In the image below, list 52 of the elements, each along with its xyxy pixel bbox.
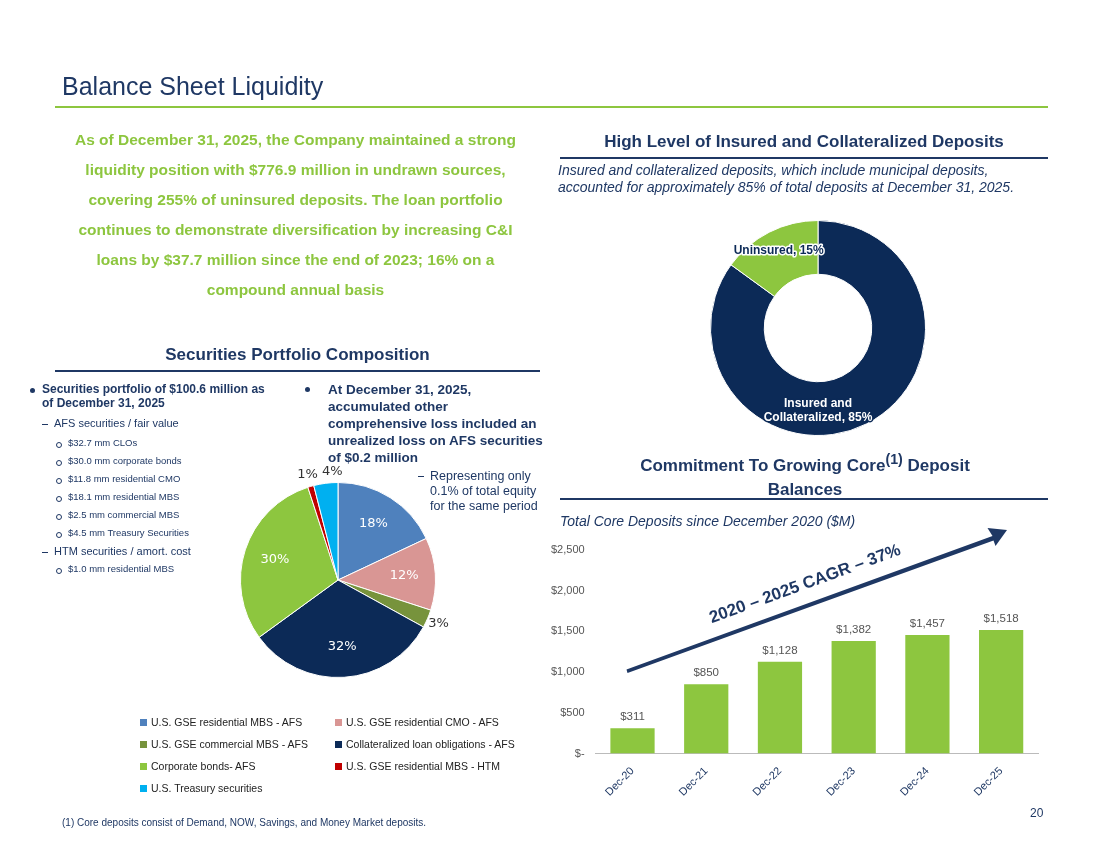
text: AFS securities / fair value: [54, 417, 180, 429]
legend-label: U.S. GSE commercial MBS - AFS: [151, 738, 308, 750]
y-tick-label: $-: [574, 746, 585, 759]
data-label: 30%: [260, 550, 290, 566]
bar: [610, 728, 655, 754]
bar: [905, 634, 950, 754]
bar: [979, 629, 1024, 754]
text: (1) Core deposits consist of Demand, NOW, Savings, and Money Market deposits.: [62, 817, 427, 828]
text: $1.0 mm residential MBS: [68, 563, 175, 574]
legend-label: Collateralized loan obligations - AFS: [346, 738, 515, 750]
data-label: 18%: [359, 515, 388, 531]
chart-subtitle: Total Core Deposits since December 2020 ($M): [560, 513, 856, 529]
data-label: $311: [620, 710, 645, 723]
text: 20: [1030, 806, 1044, 820]
y-tick-label: $2,500: [550, 543, 585, 556]
data-label: 3%: [428, 614, 449, 630]
data-label: $850: [693, 666, 720, 679]
data-label: 12%: [389, 567, 419, 583]
text: $11.8 mm residential CMO: [68, 473, 182, 484]
bar: [831, 641, 876, 754]
bar: [684, 684, 729, 754]
y-tick-label: $2,000: [550, 583, 585, 596]
data-label: $1,382: [836, 623, 872, 636]
legend-label: Corporate bonds- AFS: [151, 760, 256, 772]
legend-label: U.S. GSE residential MBS - HTM: [346, 760, 501, 772]
chart-title: Securities Portfolio Composition: [164, 345, 431, 365]
legend-label: U.S. GSE residential MBS - AFS: [151, 716, 303, 728]
text: $4.5 mm Treasury Securities: [68, 527, 190, 538]
legend-label: U.S. GSE residential CMO - AFS: [346, 716, 499, 728]
text: HTM securities / amort. cost: [54, 545, 191, 557]
text: As of December 31, 2025, the Company maintained a strong liquidity position with $776.9 million in undrawn sources, covering 255% of uninsured deposits. The loan portfolio continues to demonstrate diversification by increasing C&I loans by $37.7 million since the end of 2023; 16% on a compound annual basis: [74, 130, 517, 300]
y-tick-label: $1,500: [550, 624, 585, 637]
data-label: 32%: [327, 637, 357, 653]
y-tick-label: $1,000: [550, 665, 585, 678]
data-label: $1,128: [762, 643, 798, 656]
text: $32.7 mm CLOs: [68, 437, 139, 448]
text: $18.1 mm residential MBS: [68, 491, 181, 502]
chart-title: Commitment To Growing Core$^{(1)}$ Deposit Balances: [640, 451, 970, 499]
slice-label: Insured and Collateralized, 85%: [763, 395, 873, 424]
text: Balance Sheet Liquidity: [62, 72, 324, 101]
text: Securities portfolio of $100.6 million as of December 31, 2025: [42, 382, 266, 410]
bar: [757, 661, 803, 754]
data-label: $1,457: [909, 616, 945, 629]
text: $30.0 mm corporate bonds: [68, 455, 183, 466]
chart-title: High Level of Insured and Collateralized Deposits: [603, 132, 1005, 152]
chart-subtitle: Insured and collateralized deposits, which include municipal deposits, accounted for approximately 85% of total deposits at December 31, 2025.: [558, 162, 1016, 196]
text: $2.5 mm commercial MBS: [68, 509, 181, 520]
data-label: 1%: [297, 466, 318, 482]
data-label: $1,518: [983, 611, 1019, 624]
legend-label: U.S. Treasury securities: [151, 782, 263, 794]
text: Representing only 0.1% of total equity for the same period: [430, 469, 539, 514]
y-tick-label: $500: [560, 705, 585, 718]
